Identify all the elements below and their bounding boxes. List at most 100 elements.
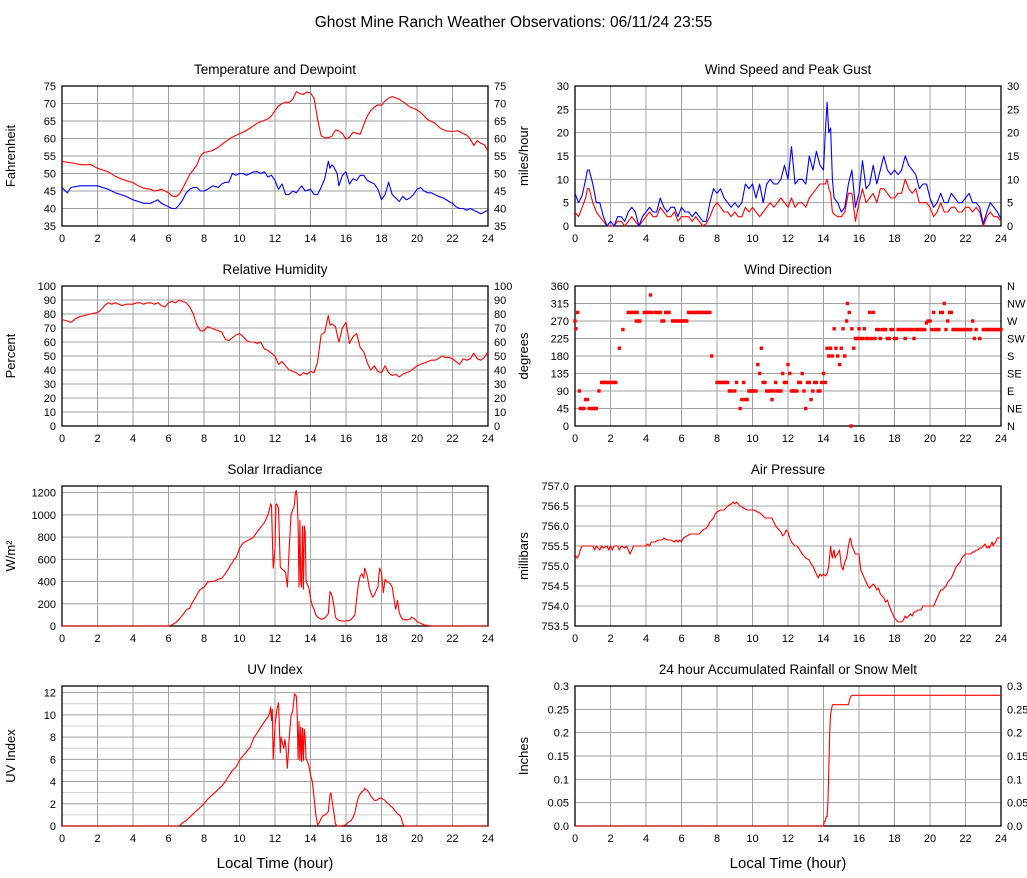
y-axis-label: Inches <box>516 736 531 775</box>
scatter-point <box>674 319 678 323</box>
scatter-point <box>694 310 698 315</box>
chart-air-pressure: Air Pressure 753.5 754.0 754.5 755.0 755.5 756… <box>516 462 1007 645</box>
x-tick-label: 24 <box>482 633 494 645</box>
scatter-point <box>896 327 900 332</box>
scatter-point <box>631 310 636 315</box>
x-tick-label: 16 <box>853 633 865 645</box>
scatter-point <box>905 327 909 332</box>
x-tick-label: 16 <box>340 433 352 445</box>
scatter-point <box>779 389 783 393</box>
chart-grid: Temperature and Dewpoint 35 35 40 40 45 45 50 50… <box>0 58 1027 878</box>
y-axis-label: miles/hour <box>516 125 531 186</box>
scatter-point <box>942 301 946 306</box>
scatter-point <box>646 310 650 315</box>
scatter-point <box>914 327 918 332</box>
y-tick-label: 270 <box>551 316 569 328</box>
x-tick-label: 4 <box>130 633 136 645</box>
y-tick-label: 315 <box>551 299 569 311</box>
x-tick-label: 6 <box>165 833 171 845</box>
scatter-point <box>983 327 987 332</box>
scatter-point <box>617 346 622 350</box>
series-line <box>574 501 1001 623</box>
x-tick-label: 18 <box>375 833 387 845</box>
scatter-point <box>845 301 850 306</box>
y-tick-label-right: 65 <box>494 116 506 128</box>
series-line <box>61 91 489 198</box>
scatter-point <box>960 327 964 332</box>
scatter-point <box>867 310 872 315</box>
scatter-point <box>575 310 580 315</box>
y-tick-label-right: 0.0 <box>1007 821 1022 833</box>
scatter-point <box>972 336 977 341</box>
scatter-point <box>578 406 583 411</box>
y-tick-label: 8 <box>50 732 56 744</box>
y-tick-label: 0 <box>50 621 56 633</box>
y-axis-label: Fahrenheit <box>3 125 18 188</box>
scatter-point <box>855 336 859 341</box>
scatter-point <box>724 380 728 385</box>
scatter-point <box>933 327 938 332</box>
y-tick-label-right: 10 <box>1007 174 1019 186</box>
x-tick-label: 8 <box>201 233 207 245</box>
x-tick-label: 18 <box>888 233 900 245</box>
scatter-point <box>949 310 953 315</box>
plot-border <box>61 85 489 227</box>
y-tick-label-right: 50 <box>494 351 506 363</box>
scatter-point <box>752 389 756 393</box>
scatter-point <box>988 327 993 332</box>
y-tick-label: 754.5 <box>541 581 569 593</box>
y-tick-label-right: 45 <box>494 186 506 198</box>
y-tick-label-right: 55 <box>494 151 506 163</box>
y-tick-label: 0.15 <box>548 751 569 763</box>
scatter-point <box>727 389 732 393</box>
scatter-point <box>607 380 611 385</box>
y-tick-label-right: 0.1 <box>1007 774 1022 786</box>
scatter-point <box>763 380 767 385</box>
scatter-point <box>839 346 843 350</box>
y-axis-label: UV Index <box>3 729 18 783</box>
y-tick-label: 755.5 <box>541 541 569 553</box>
scatter-point <box>626 310 630 315</box>
x-tick-label: 8 <box>201 833 207 845</box>
y-tick-label: 0.0 <box>554 821 569 833</box>
scatter-point <box>688 310 693 315</box>
scatter-point <box>775 389 780 393</box>
chart-title: Relative Humidity <box>222 262 327 277</box>
scatter-point <box>940 310 945 315</box>
x-tick-label: 12 <box>269 233 281 245</box>
y-tick-label: 6 <box>50 754 56 766</box>
scatter-point <box>892 336 897 341</box>
series-line <box>574 178 1002 227</box>
scatter-point <box>887 336 891 341</box>
series-line <box>62 489 488 627</box>
x-tick-label: 6 <box>678 833 684 845</box>
y-tick-label-right: 60 <box>494 337 506 349</box>
scatter-point <box>670 319 675 323</box>
series-humidity <box>61 299 489 378</box>
scatter-point <box>733 389 737 393</box>
scatter-point <box>851 346 856 350</box>
chart-body-air-pressure: Air Pressure 753.5 754.0 754.5 755.0 755.5 756… <box>516 462 1007 645</box>
scatter-point <box>734 380 739 385</box>
x-tick-label: 10 <box>746 433 758 445</box>
y-axis-label: millibars <box>516 532 531 580</box>
y-tick-label: 800 <box>38 532 56 544</box>
scatter-point <box>628 310 632 315</box>
y-tick-label: 65 <box>44 116 56 128</box>
scatter-point <box>903 336 907 341</box>
x-tick-label: 16 <box>853 433 865 445</box>
y-tick-label: 180 <box>551 351 569 363</box>
y-tick-label: 200 <box>38 599 56 611</box>
scatter-point <box>692 310 696 315</box>
scatter-point <box>686 310 691 315</box>
y-tick-label-right: 30 <box>494 379 506 391</box>
scatter-point <box>997 327 1001 332</box>
scatter-point <box>946 319 950 323</box>
scatter-point <box>938 310 943 315</box>
scatter-point <box>644 310 648 315</box>
y-axis-label: W/m² <box>3 540 18 572</box>
